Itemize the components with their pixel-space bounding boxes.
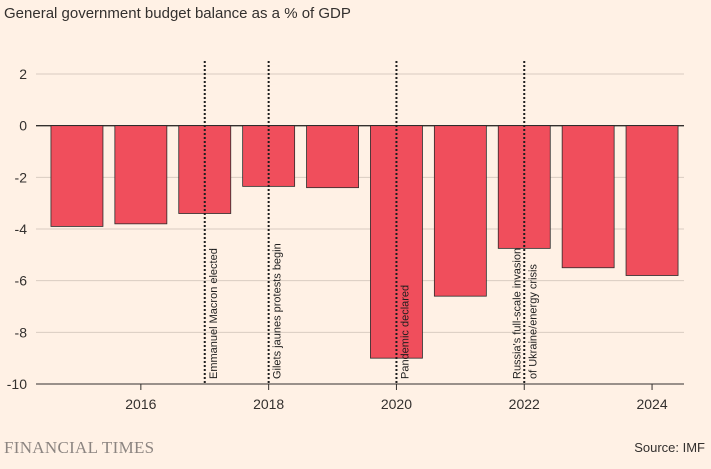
event-annotation-label: of Ukraine/energy crisis — [527, 264, 539, 379]
source-note: Source: IMF — [634, 440, 705, 455]
y-tick-label: -4 — [15, 221, 28, 237]
event-annotation-label: Pandemic declared — [399, 285, 411, 379]
event-annotation-label: Russia's full-scale invasion — [511, 248, 523, 379]
bar-2024 — [625, 125, 679, 276]
bar-2023 — [561, 125, 615, 269]
bars-layer — [50, 125, 679, 359]
y-tick-label: -8 — [15, 324, 28, 340]
bar-2019 — [306, 125, 359, 189]
event-annotation-label: Emmanuel Macron elected — [208, 248, 220, 379]
annotation-layer: Emmanuel Macron elected Gilets jaunes pro… — [203, 61, 539, 384]
y-tick-label: -2 — [15, 169, 28, 185]
chart-title: General government budget balance as a %… — [4, 5, 351, 22]
bar-2015 — [50, 125, 104, 227]
x-tick-label: 2024 — [636, 396, 667, 412]
bar-2016 — [114, 125, 168, 225]
x-tick-label: 2020 — [381, 396, 412, 412]
y-tick-label: 0 — [19, 118, 27, 134]
y-tick-label: -6 — [15, 273, 28, 289]
bar-2018 — [242, 125, 296, 187]
event-annotation-label: Gilets jaunes protests begin — [272, 243, 284, 379]
y-tick-label: -10 — [7, 376, 27, 392]
x-tick-label: 2018 — [253, 396, 284, 412]
axis-layer: 2 0 -2 -4 -6 -8 -10 2016 2018 2020 2022 2024 — [7, 66, 668, 412]
y-tick-label: 2 — [19, 66, 27, 82]
x-tick-label: 2022 — [509, 396, 540, 412]
x-tick-label: 2016 — [125, 396, 156, 412]
brand-logo: FINANCIAL TIMES — [4, 438, 155, 457]
bar-2021 — [433, 125, 487, 297]
